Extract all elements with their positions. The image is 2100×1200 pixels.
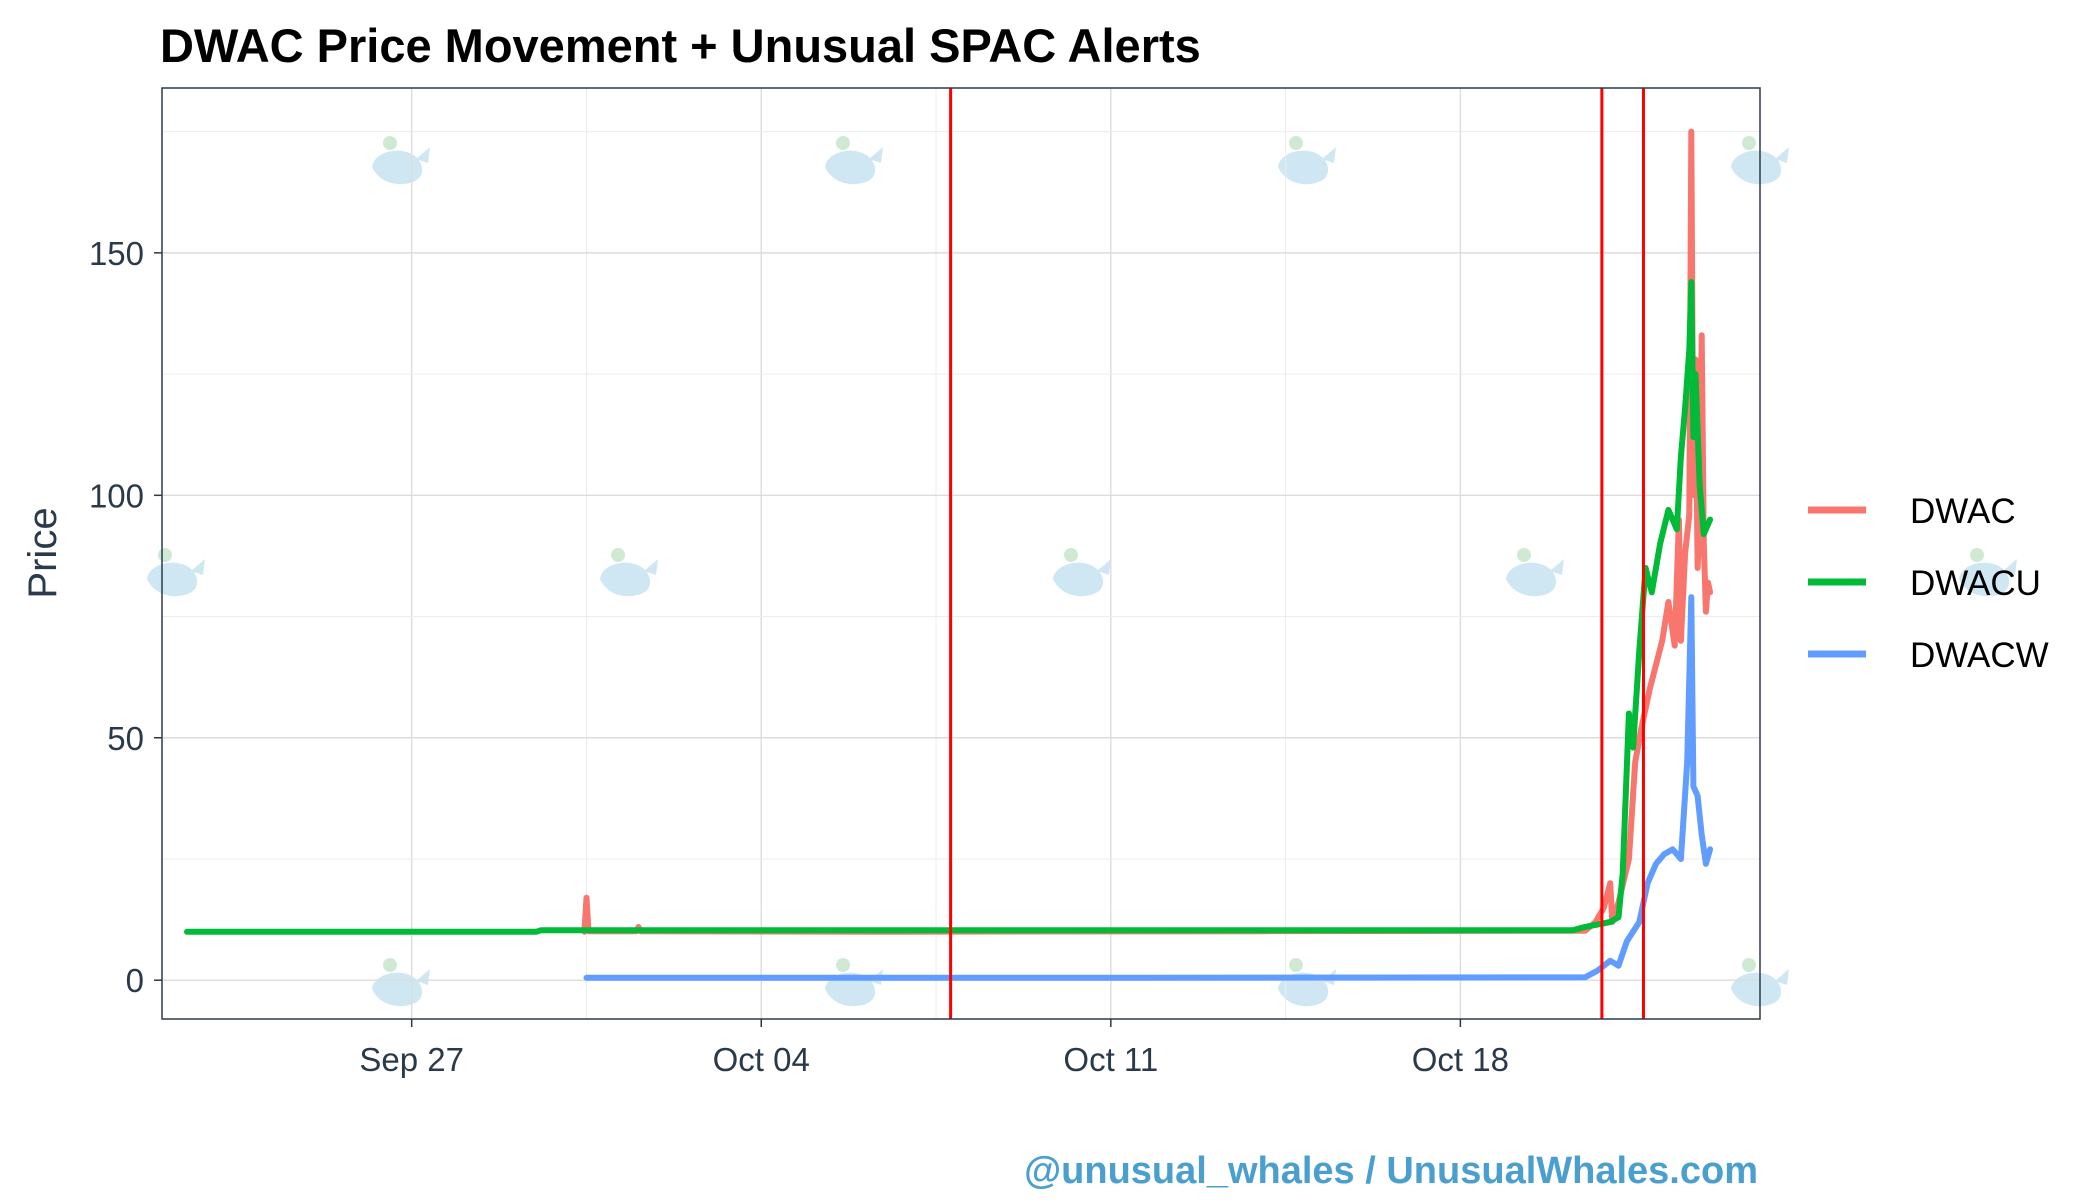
whale-spout (611, 548, 625, 562)
whale-body (1278, 150, 1329, 185)
whale-body (1731, 972, 1782, 1007)
watermarks (147, 136, 2017, 1007)
whale-tail (1322, 147, 1336, 163)
whale-tail (869, 147, 883, 163)
whale-watermark-icon (1731, 958, 1789, 1007)
alert-lines (949, 88, 1645, 1019)
plot-border (161, 87, 1761, 1020)
legend: DWAC DWACU DWACW (1808, 492, 2049, 675)
whale-body (1053, 562, 1104, 597)
whale-body (1959, 562, 2010, 597)
whale-tail (416, 147, 430, 163)
whale-tail (1550, 559, 1564, 575)
whale-watermark-icon (1053, 548, 1111, 597)
y-tick-label: 150 (89, 235, 144, 272)
whale-spout (1970, 548, 1984, 562)
whale-spout (383, 958, 397, 972)
whale-body (825, 150, 876, 185)
credit-text: @unusual_whales / UnusualWhales.com (1024, 1150, 1758, 1192)
whale-spout (836, 136, 850, 150)
chart-title: DWAC Price Movement + Unusual SPAC Alert… (160, 19, 1201, 72)
x-tick-label: Oct 18 (1412, 1041, 1509, 1078)
whale-tail (191, 559, 205, 575)
whale-watermark-icon (1506, 548, 1564, 597)
x-tick-label: Oct 04 (713, 1041, 810, 1078)
whale-body (372, 150, 423, 185)
whale-spout (158, 548, 172, 562)
y-tick-label: 50 (107, 720, 144, 757)
legend-label-dwacw: DWACW (1910, 636, 2049, 675)
y-axis: 0 50 100 150 (89, 235, 162, 999)
y-tick-label: 0 (126, 962, 144, 999)
whale-spout (1517, 548, 1531, 562)
series-line-dwacu (184, 279, 1714, 935)
whale-body (147, 562, 198, 597)
whale-watermark-icon (1731, 136, 1789, 185)
whale-watermark-icon (600, 548, 658, 597)
whale-watermark-icon (1959, 548, 2017, 597)
plot-background (162, 88, 1760, 1019)
whale-tail (1097, 559, 1111, 575)
whale-body (372, 972, 423, 1007)
whale-tail (1775, 147, 1789, 163)
whale-watermark-icon (372, 136, 430, 185)
whale-watermark-icon (825, 958, 883, 1007)
whale-spout (383, 136, 397, 150)
whale-spout (1289, 136, 1303, 150)
whale-spout (1742, 958, 1756, 972)
whale-tail (1775, 969, 1789, 985)
y-axis-title: Price (21, 507, 65, 598)
whale-spout (1064, 548, 1078, 562)
whale-watermark-icon (147, 548, 205, 597)
whale-tail (644, 559, 658, 575)
whale-body (600, 562, 651, 597)
legend-label-dwac: DWAC (1910, 492, 2016, 531)
whale-watermark-icon (825, 136, 883, 185)
whale-watermark-icon (372, 958, 430, 1007)
whale-watermark-icon (1278, 136, 1336, 185)
whale-body (1506, 562, 1557, 597)
x-axis: Sep 27 Oct 04 Oct 11 Oct 18 (359, 1019, 1509, 1078)
whale-tail (416, 969, 430, 985)
series-line-dwacw (583, 594, 1714, 981)
x-tick-label: Oct 11 (1063, 1041, 1158, 1078)
whale-spout (1742, 136, 1756, 150)
y-tick-label: 100 (89, 477, 144, 514)
whale-body (825, 972, 876, 1007)
whale-body (1731, 150, 1782, 185)
whale-tail (2003, 559, 2017, 575)
whale-spout (1289, 958, 1303, 972)
whale-body (1278, 972, 1329, 1007)
series-lines (184, 128, 1714, 981)
legend-label-dwacu: DWACU (1910, 564, 2041, 603)
whale-spout (836, 958, 850, 972)
x-tick-label: Sep 27 (359, 1041, 464, 1078)
